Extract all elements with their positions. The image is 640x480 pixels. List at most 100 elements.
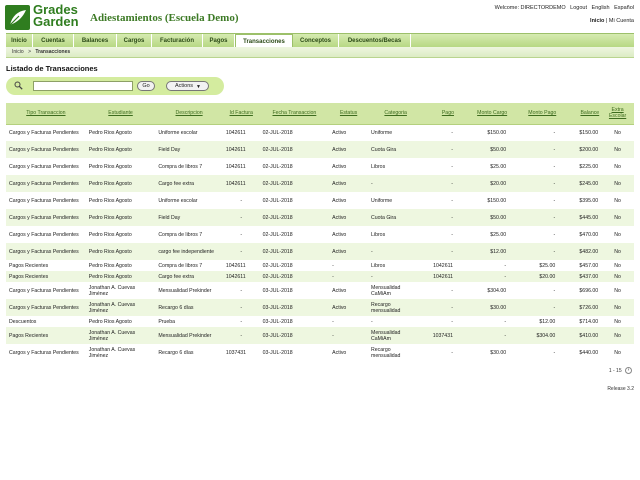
release-version: Release 3.2	[607, 386, 634, 392]
col-tipo-transaccion[interactable]: Tipo Transaccion	[6, 103, 86, 125]
col-monto-pago[interactable]: Monto Pago	[509, 103, 559, 125]
col-monto-cargo[interactable]: Monto Cargo	[455, 103, 510, 125]
tab-cuentas[interactable]: Cuentas	[33, 34, 74, 48]
welcome-text: Welcome: DIRECTORDEMO	[494, 5, 566, 11]
cell-extra-escolar: No	[601, 124, 634, 141]
table-row[interactable]: Cargos y Facturas Pendientes Pedro Rios A…	[6, 124, 634, 141]
cell-fecha-transaccion: 02-JUL-2018	[259, 192, 330, 209]
tab-pagos[interactable]: Pagos	[203, 34, 235, 48]
cell-fecha-transaccion: 03-JUL-2018	[259, 316, 330, 327]
cell-fecha-transaccion: 02-JUL-2018	[259, 260, 330, 271]
table-row[interactable]: Cargos y Facturas Pendientes Pedro Rios A…	[6, 141, 634, 158]
cell-extra-escolar: No	[601, 141, 634, 158]
cell-monto-cargo: $304.00	[455, 282, 510, 299]
cell-pago: -	[423, 124, 456, 141]
cell-id-factura: -	[222, 192, 260, 209]
cell-id-factura: -	[222, 316, 260, 327]
mi-cuenta-link[interactable]: Mi Cuenta	[608, 18, 634, 24]
next-page-icon[interactable]: ›	[625, 367, 632, 374]
col-extra-escolar[interactable]: Extra Escolar	[601, 103, 634, 125]
table-row[interactable]: Cargos y Facturas Pendientes Pedro Rios A…	[6, 243, 634, 260]
cell-tipo-transaccion: Cargos y Facturas Pendientes	[6, 344, 86, 361]
cell-extra-escolar: No	[601, 209, 634, 226]
go-button[interactable]: Go	[137, 81, 155, 91]
app-logo[interactable]: Grades Garden	[5, 3, 85, 32]
col-descripcion[interactable]: Descripcion	[155, 103, 223, 125]
cell-extra-escolar: No	[601, 175, 634, 192]
tab-inicio[interactable]: Inicio	[6, 34, 33, 48]
chevron-down-icon: ▼	[196, 84, 201, 90]
table-row[interactable]: Pagos Recientes Pedro Rios Agosto Compra d…	[6, 260, 634, 271]
search-input[interactable]	[33, 81, 133, 91]
tab-facturacion[interactable]: Facturación	[152, 34, 203, 48]
cell-estudiante: Jonathan A. Cuevas Jiménez	[85, 282, 156, 299]
english-link[interactable]: English	[591, 5, 610, 11]
tab-balances[interactable]: Balances	[74, 34, 117, 48]
cell-estudiante: Jonathan A. Cuevas Jiménez	[85, 327, 156, 344]
table-row[interactable]: Cargos y Facturas Pendientes Pedro Rios A…	[6, 192, 634, 209]
col-fecha-transaccion[interactable]: Fecha Transaccion	[259, 103, 330, 125]
cell-estudiante: Pedro Rios Agosto	[85, 271, 156, 282]
table-row[interactable]: Cargos y Facturas Pendientes Pedro Rios A…	[6, 175, 634, 192]
col-categoria[interactable]: Categoria	[368, 103, 424, 125]
col-balance[interactable]: Balance	[558, 103, 602, 125]
main-nav: Inicio Cuentas Balances Cargos Facturaci…	[6, 33, 634, 49]
cell-descripcion: Cargo fee extra	[155, 175, 223, 192]
cell-fecha-transaccion: 03-JUL-2018	[259, 327, 330, 344]
tab-descuentos-becas[interactable]: Descuentos/Becas	[339, 34, 411, 48]
table-row[interactable]: Cargos y Facturas Pendientes Pedro Rios A…	[6, 226, 634, 243]
col-pago[interactable]: Pago	[423, 103, 456, 125]
cell-pago: -	[423, 192, 456, 209]
cell-pago: 1042611	[423, 271, 456, 282]
cell-categoria: Uniforme	[368, 192, 424, 209]
logo-wordmark: Grades Garden	[33, 3, 79, 28]
cell-pago: -	[423, 316, 456, 327]
table-row[interactable]: Cargos y Facturas Pendientes Jonathan A. …	[6, 344, 634, 361]
cell-monto-pago: -	[509, 209, 559, 226]
tab-conceptos[interactable]: Conceptos	[293, 34, 339, 48]
cell-monto-cargo: $25.00	[455, 158, 510, 175]
cell-estudiante: Pedro Rios Agosto	[85, 209, 156, 226]
cell-balance: $150.00	[558, 124, 602, 141]
cell-extra-escolar: No	[601, 316, 634, 327]
actions-button[interactable]: Actions ▼	[166, 81, 209, 91]
cell-tipo-transaccion: Cargos y Facturas Pendientes	[6, 243, 86, 260]
breadcrumb-home[interactable]: Inicio	[12, 49, 24, 55]
cell-estatus: Activo	[329, 209, 369, 226]
tab-cargos[interactable]: Cargos	[117, 34, 152, 48]
cell-categoria: -	[368, 243, 424, 260]
cell-monto-pago: -	[509, 243, 559, 260]
cell-balance: $395.00	[558, 192, 602, 209]
cell-categoria: -	[368, 271, 424, 282]
tab-transacciones[interactable]: Transacciones	[235, 34, 293, 49]
inicio-link[interactable]: Inicio	[590, 18, 605, 24]
table-row[interactable]: Cargos y Facturas Pendientes Pedro Rios A…	[6, 209, 634, 226]
cell-estudiante: Jonathan A. Cuevas Jiménez	[85, 299, 156, 316]
search-icon[interactable]	[14, 81, 23, 90]
cell-pago: -	[423, 175, 456, 192]
cell-monto-pago: -	[509, 124, 559, 141]
table-row[interactable]: Cargos y Facturas Pendientes Jonathan A. …	[6, 282, 634, 299]
cell-estudiante: Jonathan A. Cuevas Jiménez	[85, 344, 156, 361]
espanol-link[interactable]: Español	[614, 5, 634, 11]
col-estudiante[interactable]: Estudiante	[85, 103, 156, 125]
table-row[interactable]: Cargos y Facturas Pendientes Jonathan A. …	[6, 299, 634, 316]
cell-estatus: Activo	[329, 344, 369, 361]
table-row[interactable]: Descuentos Pedro Rios Agosto Prueba -03-JUL…	[6, 316, 634, 327]
cell-monto-pago: -	[509, 192, 559, 209]
logout-link[interactable]: Logout	[570, 5, 587, 11]
table-row[interactable]: Pagos Recientes Pedro Rios Agosto Cargo fe…	[6, 271, 634, 282]
cell-fecha-transaccion: 02-JUL-2018	[259, 124, 330, 141]
cell-monto-pago: $20.00	[509, 271, 559, 282]
table-row[interactable]: Pagos Recientes Jonathan A. Cuevas Jiméne…	[6, 327, 634, 344]
cell-id-factura: 1042611	[222, 271, 260, 282]
col-estatus[interactable]: Estatus	[329, 103, 369, 125]
table-row[interactable]: Cargos y Facturas Pendientes Pedro Rios A…	[6, 158, 634, 175]
breadcrumb-separator: >	[28, 49, 31, 55]
cell-fecha-transaccion: 02-JUL-2018	[259, 158, 330, 175]
cell-extra-escolar: No	[601, 243, 634, 260]
col-id-factura[interactable]: Id Factura	[222, 103, 260, 125]
cell-monto-pago: -	[509, 175, 559, 192]
cell-categoria: Mensualidad CaMiAm	[368, 282, 424, 299]
cell-tipo-transaccion: Cargos y Facturas Pendientes	[6, 209, 86, 226]
